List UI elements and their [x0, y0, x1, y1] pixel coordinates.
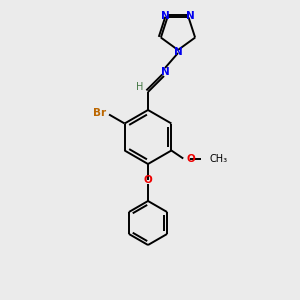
Text: O: O [186, 154, 195, 164]
Text: O: O [144, 175, 152, 185]
Text: N: N [160, 67, 169, 77]
Text: N: N [186, 11, 195, 21]
Text: Br: Br [93, 109, 106, 118]
Text: CH₃: CH₃ [209, 154, 227, 164]
Text: N: N [161, 11, 170, 21]
Text: N: N [174, 47, 182, 57]
Text: H: H [136, 82, 144, 92]
